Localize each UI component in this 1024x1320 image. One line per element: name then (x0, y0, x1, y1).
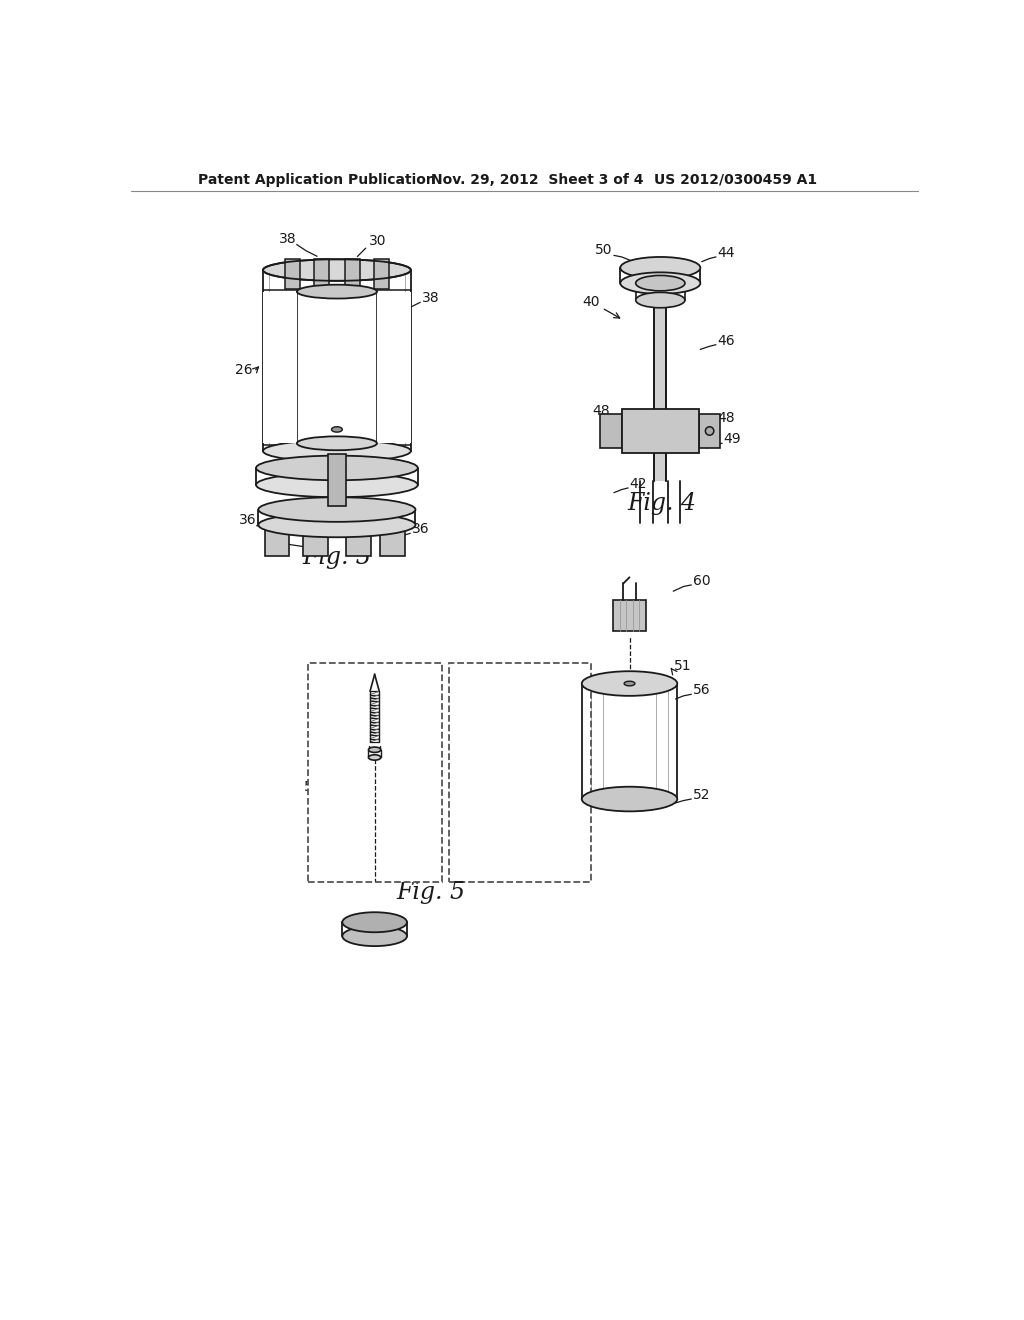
Bar (374, 259, 389, 289)
Text: 38: 38 (279, 232, 296, 246)
Ellipse shape (621, 272, 700, 294)
Text: 60: 60 (692, 574, 711, 587)
Text: US 2012/0300459 A1: US 2012/0300459 A1 (654, 173, 817, 187)
Ellipse shape (263, 441, 411, 462)
Ellipse shape (263, 259, 411, 281)
Ellipse shape (625, 681, 635, 686)
Ellipse shape (369, 755, 381, 760)
Text: 46: 46 (717, 334, 735, 347)
Bar (264, 523, 289, 556)
Ellipse shape (342, 927, 407, 946)
Bar (328, 454, 346, 507)
Text: 36: 36 (412, 523, 429, 536)
Text: 58: 58 (311, 710, 330, 723)
Ellipse shape (258, 512, 416, 537)
Bar (285, 259, 300, 289)
Ellipse shape (256, 455, 418, 480)
Text: Patent Application Publication: Patent Application Publication (199, 173, 436, 187)
Bar (346, 523, 371, 556)
Ellipse shape (582, 671, 677, 696)
Bar (380, 523, 404, 556)
Ellipse shape (369, 747, 381, 752)
Text: 26: 26 (234, 363, 252, 378)
Text: 42: 42 (630, 477, 647, 491)
Ellipse shape (636, 276, 685, 290)
Ellipse shape (297, 437, 377, 450)
Ellipse shape (342, 912, 407, 932)
Bar (303, 523, 328, 556)
Text: 40: 40 (583, 296, 600, 309)
Ellipse shape (297, 285, 377, 298)
Bar (345, 259, 360, 289)
Bar (622, 409, 698, 453)
Bar (612, 601, 646, 631)
Text: 30: 30 (370, 234, 387, 248)
Ellipse shape (256, 473, 418, 498)
Ellipse shape (332, 426, 342, 432)
Ellipse shape (636, 293, 685, 308)
Text: 48: 48 (592, 404, 609, 418)
Bar (377, 292, 411, 444)
Ellipse shape (258, 498, 416, 521)
Text: 44: 44 (717, 246, 735, 260)
Ellipse shape (582, 787, 677, 812)
Bar (698, 414, 720, 447)
Text: Fig. 5: Fig. 5 (396, 882, 465, 904)
Text: 56: 56 (692, 684, 711, 697)
Bar (307, 663, 442, 882)
Text: Fig. 4: Fig. 4 (628, 492, 696, 515)
Ellipse shape (621, 257, 700, 279)
Text: Fig. 3: Fig. 3 (302, 546, 372, 569)
Text: 49: 49 (724, 433, 741, 446)
Text: 36: 36 (239, 513, 256, 527)
Bar (313, 259, 330, 289)
Bar (600, 414, 622, 447)
Text: 28: 28 (264, 531, 282, 545)
Text: 50: 50 (595, 243, 612, 257)
Text: 52: 52 (692, 788, 711, 803)
Text: Nov. 29, 2012  Sheet 3 of 4: Nov. 29, 2012 Sheet 3 of 4 (431, 173, 643, 187)
Text: 48: 48 (717, 411, 735, 425)
Bar (449, 663, 591, 882)
Text: 38: 38 (422, 292, 439, 305)
Bar (655, 300, 666, 480)
Text: 34: 34 (349, 473, 367, 487)
Text: 54: 54 (304, 780, 322, 795)
Text: 51: 51 (674, 660, 692, 673)
Ellipse shape (706, 426, 714, 436)
Bar (263, 292, 297, 444)
